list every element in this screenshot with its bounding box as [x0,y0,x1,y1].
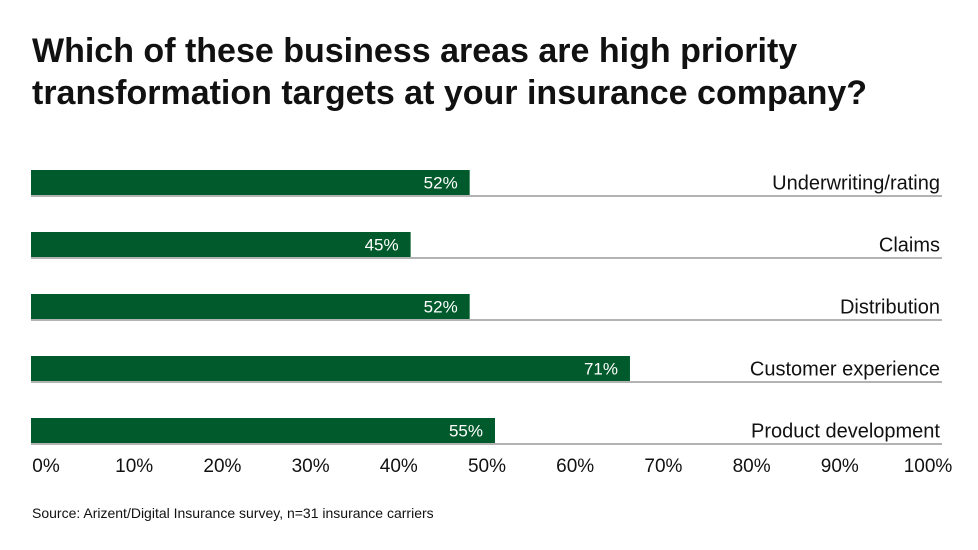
bar-product-development [31,418,495,443]
bar-distribution [31,294,470,319]
category-label: Customer experience [750,359,940,381]
x-tick-label: 90% [821,456,859,477]
x-tick-label: 0% [32,456,60,477]
x-tick-label: 70% [644,456,682,477]
x-tick-label: 20% [203,456,241,477]
bar-value-label: 71% [584,360,618,379]
x-tick-label: 10% [115,456,153,477]
chart-title: Which of these business areas are high p… [32,32,868,112]
bar-value-label: 45% [365,236,399,255]
x-tick-label: 40% [380,456,418,477]
x-tick-label: 100% [904,456,953,477]
x-tick-label: 80% [733,456,771,477]
x-tick-label: 60% [556,456,594,477]
category-label: Product development [751,421,940,443]
x-tick-label: 30% [292,456,330,477]
source-note: Source: Arizent/Digital Insurance survey… [32,505,434,521]
category-label: Distribution [840,297,940,319]
category-label: Claims [879,235,940,257]
x-tick-label: 50% [468,456,506,477]
bar-value-label: 55% [449,422,483,441]
bar-value-label: 52% [424,174,458,193]
bar-claims [31,232,411,257]
bar-customer-experience [31,356,630,381]
bar-underwriting-rating [31,170,470,195]
category-label: Underwriting/rating [772,173,940,195]
bar-value-label: 52% [424,298,458,317]
